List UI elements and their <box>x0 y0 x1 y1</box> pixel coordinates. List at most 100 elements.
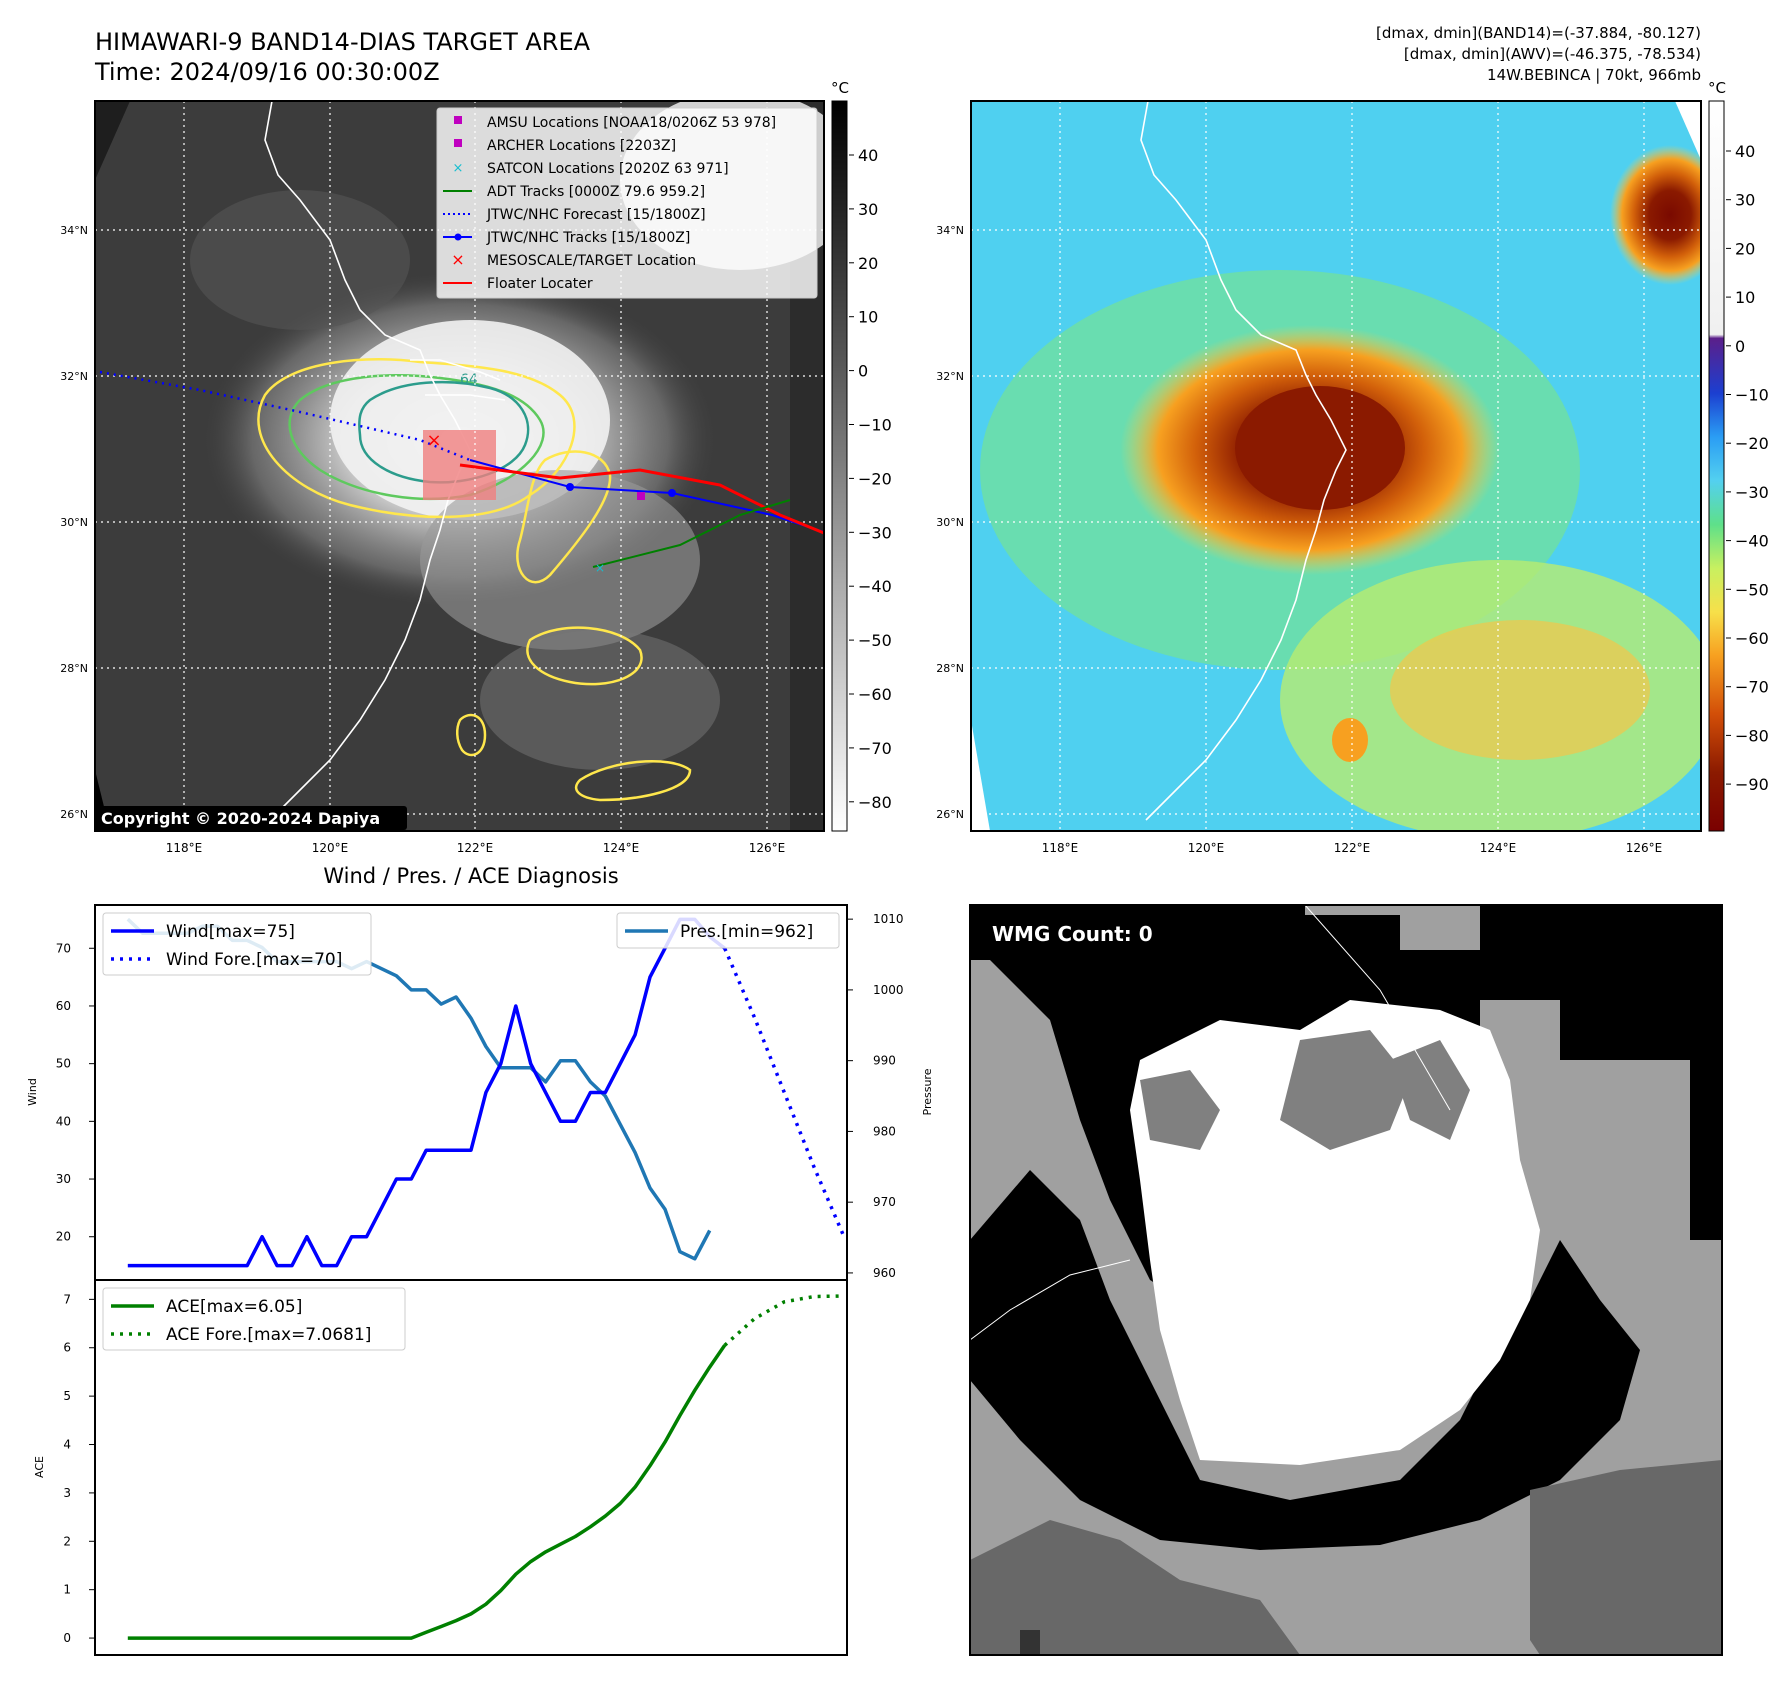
wind-axis-tick: 70 <box>56 941 71 955</box>
ir-colorbar-tick: −50 <box>858 631 892 650</box>
storm-info: 14W.BEBINCA | 70kt, 966mb <box>1487 66 1701 84</box>
pressure-axis-tick: 970 <box>873 1195 896 1209</box>
enhanced-colorbar-tick: −40 <box>1735 532 1769 551</box>
archer-location-marker <box>637 492 645 500</box>
ir-colorbar <box>831 100 848 832</box>
enhanced-warm-patch <box>1390 620 1650 760</box>
wind-forecast-line <box>723 947 846 1238</box>
enhanced-colorbar-tick: 10 <box>1735 288 1755 307</box>
legend-mesoscale-marker: × <box>451 250 464 269</box>
legend-archer-label: ARCHER Locations [2203Z] <box>487 138 676 154</box>
copyright-box <box>95 806 407 830</box>
enhanced-lon-ticks: 118°E 120°E 122°E 124°E 126°E <box>1042 841 1663 855</box>
wind-axis-tick: 40 <box>56 1114 71 1128</box>
ir-map-tracks: × × <box>99 370 824 575</box>
legend-amsu-marker <box>454 116 462 124</box>
wmg-frame <box>969 904 1723 1656</box>
copyright-text: Copyright © 2020-2024 Dapiya <box>101 809 380 828</box>
pressure-legend: Pres.[min=962] <box>616 912 840 949</box>
ir-colorbar-tick: 30 <box>858 200 878 219</box>
ir-lon-tick: 124°E <box>603 841 640 855</box>
stats-awv: [dmax, dmin](AWV)=(-46.375, -78.534) <box>1404 45 1701 63</box>
legend-forecast-label: JTWC/NHC Forecast [15/1800Z] <box>486 207 706 223</box>
floater-locater-track <box>459 463 824 535</box>
ir-lat-tick: 28°N <box>60 662 88 675</box>
ace-legend: ACE[max=6.05] ACE Fore.[max=7.0681] <box>102 1287 406 1351</box>
jtwc-track-point <box>668 489 676 497</box>
legend-mesoscale-label: MESOSCALE/TARGET Location <box>487 253 696 269</box>
legend-satcon-label: SATCON Locations [2020Z 63 971] <box>487 161 729 177</box>
legend-amsu-label: AMSU Locations [NOAA18/0206Z 53 978] <box>487 115 776 131</box>
ir-lon-tick: 126°E <box>749 841 786 855</box>
satcon-location-marker: × <box>595 561 605 575</box>
enhanced-lat-tick: 30°N <box>936 516 964 529</box>
enhanced-lat-tick: 34°N <box>936 224 964 237</box>
ace-chart: 0 1 2 3 4 5 6 7 ACE ACE[max=6.05] ACE Fore.[max… <box>33 1279 848 1656</box>
ir-colorbar-tick: −10 <box>858 416 892 435</box>
enhanced-cyclone-eye-ring <box>1235 386 1405 510</box>
wmg-black-ring <box>970 1170 1640 1550</box>
pressure-legend-box <box>616 912 840 949</box>
contour-yellow-band <box>516 450 612 584</box>
jtwc-forecast-track <box>99 370 471 462</box>
ir-cloud-band-south <box>420 470 700 650</box>
legend-satcon-marker: × <box>453 161 464 176</box>
ir-map-legend: AMSU Locations [NOAA18/0206Z 53 978] ARC… <box>436 107 818 299</box>
ace-line <box>127 1344 727 1640</box>
wind-axis-tick: 30 <box>56 1172 71 1186</box>
enhanced-colorbar-tick: 0 <box>1735 337 1745 356</box>
wind-legend-box <box>102 912 372 976</box>
ace-axis-label: ACE <box>33 1456 46 1478</box>
ace-legend-label: ACE[max=6.05] <box>166 1297 302 1317</box>
ir-colorbar-tick: −30 <box>858 523 892 542</box>
legend-archer-marker <box>454 139 462 147</box>
enhanced-lat-tick: 32°N <box>936 370 964 383</box>
enhanced-colorbar-tick: −90 <box>1735 775 1769 794</box>
wmg-dark-pixel <box>1020 1630 1040 1655</box>
enhanced-colorbar <box>1708 100 1725 832</box>
enhanced-lon-tick: 122°E <box>1334 841 1371 855</box>
ir-lon-tick: 118°E <box>166 841 203 855</box>
enhanced-nodata-top <box>1675 101 1701 160</box>
pressure-axis-tick: 990 <box>873 1054 896 1068</box>
figure-title: HIMAWARI-9 BAND14-DIAS TARGET AREA <box>95 28 591 56</box>
wmg-dark-gray-southwest <box>970 1520 1300 1655</box>
ir-colorbar-tick: −60 <box>858 685 892 704</box>
ace-fore-legend-label: ACE Fore.[max=7.0681] <box>166 1325 371 1345</box>
pressure-axis-tick: 960 <box>873 1266 896 1280</box>
ir-colorbar-unit: °C <box>831 79 849 97</box>
wind-axis-tick: 60 <box>56 999 71 1013</box>
enhanced-lon-tick: 124°E <box>1480 841 1517 855</box>
ace-axis-tick: 1 <box>63 1583 71 1597</box>
ace-axis-tick: 2 <box>63 1534 71 1548</box>
pressure-axis-tick: 980 <box>873 1124 896 1138</box>
contour-yellow-southeast <box>574 760 692 802</box>
ace-axis-tick: 6 <box>63 1341 71 1355</box>
enhanced-colorbar-tick: −60 <box>1735 629 1769 648</box>
enhanced-lon-tick: 118°E <box>1042 841 1079 855</box>
contour-yellow-south <box>526 626 643 686</box>
target-area-box <box>423 430 496 500</box>
ir-lat-tick: 30°N <box>60 516 88 529</box>
wind-legend-label: Wind[max=75] <box>166 922 295 942</box>
ir-colorbar-tick: 0 <box>858 362 868 381</box>
ace-axis-tick: 7 <box>63 1292 71 1306</box>
enhanced-lat-ticks: 26°N 28°N 30°N 32°N 34°N <box>936 224 964 821</box>
enhanced-colorbar-tick: −10 <box>1735 386 1769 405</box>
wmg-gray-patch <box>1390 1040 1470 1140</box>
enhanced-small-cell <box>1332 718 1368 762</box>
contour-yellow-outer <box>257 358 576 519</box>
ir-colorbar-tick: 10 <box>858 308 878 327</box>
ace-axis-tick: 0 <box>63 1631 71 1645</box>
ir-colorbar-ticks: 40 30 20 10 0 −10 −20 −30 −40 −50 −60 −70 −80 <box>849 146 892 812</box>
enhanced-lat-tick: 28°N <box>936 662 964 675</box>
ace-legend-box <box>102 1287 406 1351</box>
enhanced-lon-tick: 120°E <box>1188 841 1225 855</box>
ir-lat-tick: 26°N <box>60 808 88 821</box>
wmg-label: WMG Count: 0 <box>992 922 1153 946</box>
ir-map-panel: 64 × × <box>60 79 892 855</box>
wind-pressure-chart: 20 30 40 50 60 70 960 970 980 990 1000 1010 Wind P… <box>26 904 934 1281</box>
pressure-axis-ticks: 960 970 980 990 1000 1010 <box>847 912 904 1280</box>
adt-track <box>592 499 791 568</box>
